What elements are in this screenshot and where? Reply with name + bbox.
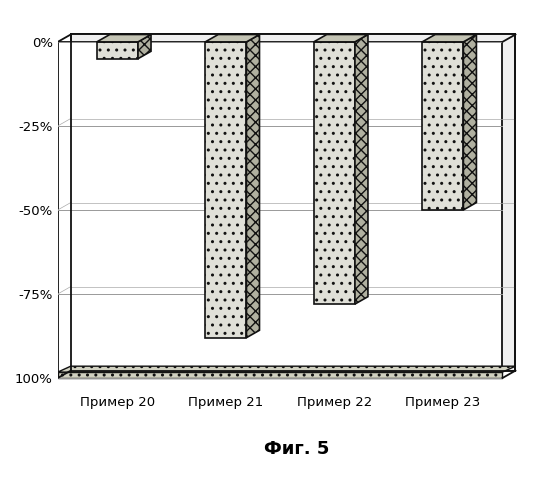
Polygon shape xyxy=(138,34,151,58)
Bar xyxy=(58,372,503,378)
Polygon shape xyxy=(58,366,515,372)
Polygon shape xyxy=(422,34,476,42)
Bar xyxy=(422,42,464,210)
Polygon shape xyxy=(205,34,260,42)
Polygon shape xyxy=(355,34,368,304)
Bar xyxy=(97,42,138,58)
Bar xyxy=(314,42,355,304)
Polygon shape xyxy=(464,34,476,210)
Bar xyxy=(205,42,246,338)
Polygon shape xyxy=(97,34,151,42)
Polygon shape xyxy=(246,34,260,338)
Polygon shape xyxy=(314,34,368,42)
Text: Фиг. 5: Фиг. 5 xyxy=(263,440,329,458)
